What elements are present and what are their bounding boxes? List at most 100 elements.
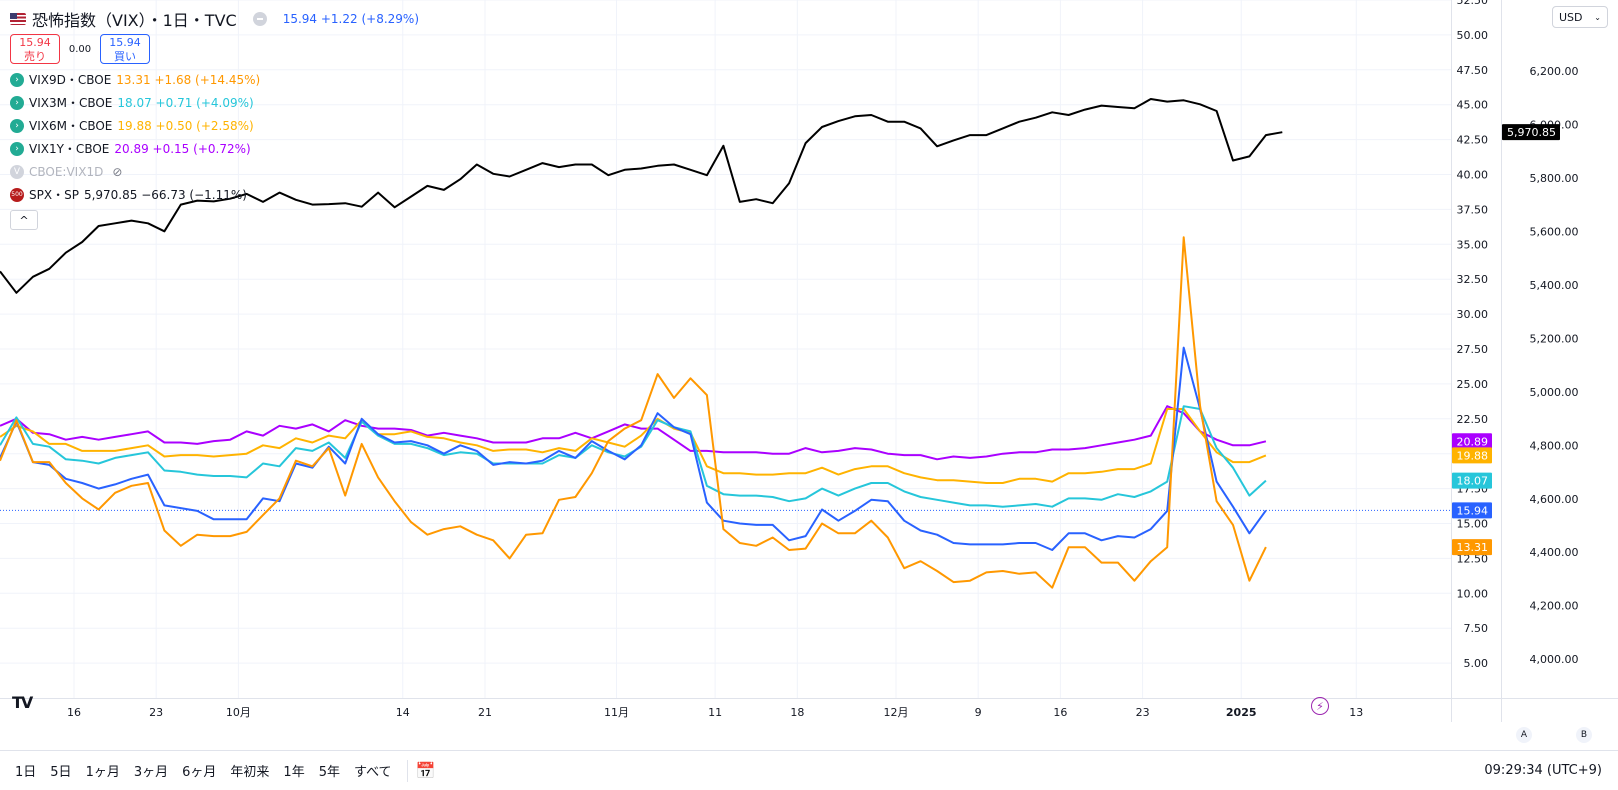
last-value-label: 18.07: [1457, 475, 1489, 488]
x-axis-tick-label: 23: [149, 706, 163, 719]
x-axis-tick-label: 11: [708, 706, 722, 719]
spread-value: 0.00: [68, 43, 92, 55]
legend-series-name: VIX9D・CBOE: [29, 73, 112, 87]
y-axis-left-tick-label: 37.50: [1457, 203, 1489, 216]
y-axis-right-tick-label: 4,800.00: [1530, 439, 1579, 452]
y-axis-left-tick-label: 32.50: [1457, 273, 1489, 286]
y-axis-left-tick-label: 45.00: [1457, 99, 1489, 112]
x-axis-tick-label: 2025: [1226, 706, 1257, 719]
chevron-up-icon: ^: [19, 213, 29, 227]
buy-button[interactable]: 15.94 買い: [100, 34, 150, 64]
series-line: [0, 405, 1267, 461]
us-flag-icon: [10, 13, 26, 25]
legend-row-vix1d[interactable]: V CBOE:VIX1D ⊘: [10, 160, 419, 183]
collapse-legend-button[interactable]: ^: [10, 210, 38, 230]
range-1d-button[interactable]: 1日: [15, 765, 37, 780]
last-value-badge: [1502, 124, 1560, 141]
eye-off-icon[interactable]: ⊘: [112, 164, 123, 179]
y-axis-right-tick-label: 5,400.00: [1530, 279, 1579, 292]
chevron-right-icon[interactable]: ›: [10, 141, 24, 156]
series-line: [0, 405, 1267, 508]
minimize-icon[interactable]: [252, 12, 267, 26]
y-axis-left-tick-label: 27.50: [1457, 343, 1489, 356]
sell-button[interactable]: 15.94 売り: [10, 34, 60, 64]
series-line: [0, 346, 1267, 551]
last-value-badge: [1452, 472, 1492, 489]
bottom-toolbar: 1日 5日 1ヶ月 3ヶ月 6ヶ月 年初来 1年 5年 すべて 📅 09:29:…: [0, 750, 1618, 790]
y-axis-left-tick-label: 12.50: [1457, 552, 1489, 565]
legend-row-vix9d[interactable]: › VIX9D・CBOE 13.31 +1.68 (+14.45%): [10, 68, 419, 91]
range-5y-button[interactable]: 5年: [318, 765, 340, 780]
x-axis-tick-label: 18: [790, 706, 804, 719]
legend-row-vix1y[interactable]: › VIX1Y・CBOE 20.89 +0.15 (+0.72%): [10, 137, 419, 160]
last-value-label: 15.94: [1457, 504, 1489, 517]
y-axis-left-tick-label: 15.00: [1457, 518, 1489, 531]
range-6m-button[interactable]: 6ヶ月: [182, 765, 217, 780]
sell-label: 売り: [24, 50, 46, 63]
clock-timezone[interactable]: 09:29:34 (UTC+9): [1484, 763, 1602, 778]
range-5d-button[interactable]: 5日: [50, 765, 72, 780]
y-axis-left-tick-label: 7.50: [1464, 622, 1489, 635]
last-value-label: 5,970.85: [1507, 126, 1556, 139]
sell-price: 15.94: [19, 36, 51, 49]
x-axis-tick-label: 16: [67, 706, 81, 719]
range-ytd-button[interactable]: 年初来: [230, 765, 270, 780]
chevron-down-icon: ⌄: [1594, 12, 1601, 22]
lightning-icon[interactable]: ⚡: [1311, 697, 1329, 715]
chevron-right-icon[interactable]: ›: [10, 118, 24, 133]
x-axis-tick-label: 16: [1053, 706, 1067, 719]
x-axis-tick-label: 23: [1136, 706, 1150, 719]
chevron-right-icon[interactable]: ›: [10, 95, 24, 110]
spx-500-icon[interactable]: 500: [10, 187, 24, 202]
y-axis-right-tick-label: 4,000.00: [1530, 653, 1579, 666]
chart-plot[interactable]: 5.007.5010.0012.5015.0017.5020.0022.5025…: [0, 0, 1618, 750]
symbol-title[interactable]: 恐怖指数（VIX）・1日・TVC: [32, 11, 237, 30]
toolbar-divider: [406, 759, 408, 782]
legend-row-vix3m[interactable]: › VIX3M・CBOE 18.07 +0.71 (+4.09%): [10, 91, 419, 114]
y-axis-right-tick-label: 4,600.00: [1530, 493, 1579, 506]
range-1m-button[interactable]: 1ヶ月: [85, 765, 120, 780]
right-scale-button[interactable]: B: [1576, 727, 1592, 743]
calendar-goto-icon[interactable]: 📅: [415, 761, 436, 780]
y-axis-left-tick-label: 42.50: [1457, 134, 1489, 147]
x-axis-tick-label: 11月: [604, 706, 629, 719]
series-v-icon[interactable]: V: [10, 164, 24, 179]
x-axis-tick-label: 10月: [226, 706, 251, 719]
y-axis-right-tick-label: 5,200.00: [1530, 332, 1579, 345]
legend-series-name: VIX6M・CBOE: [29, 119, 113, 133]
last-value-label: 13.31: [1457, 541, 1489, 554]
x-axis-tick-label: 13: [1349, 706, 1363, 719]
y-axis-right-tick-label: 6,200.00: [1530, 65, 1579, 78]
chart-legend: 恐怖指数（VIX）・1日・TVC 15.94 +1.22 (+8.29%) 15…: [10, 8, 419, 230]
range-3m-button[interactable]: 3ヶ月: [133, 765, 169, 780]
range-all-button[interactable]: すべて: [353, 765, 392, 780]
legend-series-name: VIX3M・CBOE: [29, 96, 113, 110]
legend-series-value: 20.89 +0.15 (+0.72%): [114, 141, 251, 156]
y-axis-right-tick-label: 4,400.00: [1530, 546, 1579, 559]
currency-select[interactable]: USD ⌄: [1552, 6, 1608, 28]
legend-row-vix6m[interactable]: › VIX6M・CBOE 19.88 +0.50 (+2.58%): [10, 114, 419, 137]
x-axis-tick-label: 21: [478, 706, 492, 719]
y-axis-left-tick-label: 10.00: [1457, 587, 1489, 600]
legend-series-value: 13.31 +1.68 (+14.45%): [116, 72, 261, 87]
y-axis-right-tick-label: 5,600.00: [1530, 225, 1579, 238]
legend-series-value: 19.88 +0.50 (+2.58%): [117, 118, 254, 133]
y-axis-left-tick-label: 47.50: [1457, 64, 1489, 77]
tradingview-logo[interactable]: TV: [12, 693, 33, 712]
legend-series-value: 5,970.85 −66.73 (−1.11%): [83, 187, 247, 202]
auto-scale-button[interactable]: A: [1516, 727, 1532, 743]
x-axis-tick-label: 14: [396, 706, 410, 719]
series-line: [0, 236, 1267, 589]
chevron-right-icon[interactable]: ›: [10, 72, 24, 87]
buy-label: 買い: [114, 50, 136, 63]
legend-series-name: CBOE:VIX1D: [29, 164, 104, 179]
legend-row-spx[interactable]: 500 SPX・SP 5,970.85 −66.73 (−1.11%): [10, 183, 419, 206]
legend-series-name: VIX1Y・CBOE: [29, 142, 110, 156]
y-axis-right-tick-label: 4,200.00: [1530, 600, 1579, 613]
series-line: [0, 408, 1267, 484]
range-1y-button[interactable]: 1年: [283, 765, 305, 780]
legend-series-value: 18.07 +0.71 (+4.09%): [117, 95, 254, 110]
last-value-badge: [1452, 433, 1492, 450]
x-axis-tick-label: 12月: [883, 706, 908, 719]
price-summary: 15.94 +1.22 (+8.29%): [282, 12, 419, 26]
